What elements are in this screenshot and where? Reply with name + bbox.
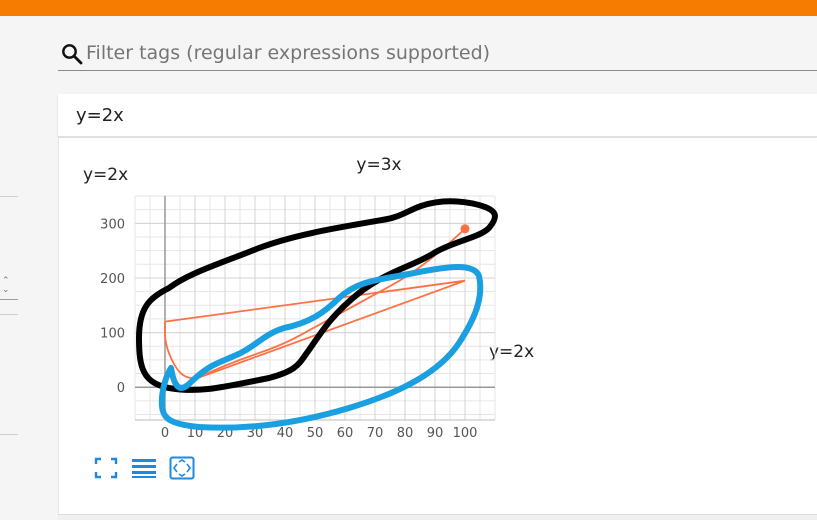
black-ink-loop	[136, 198, 498, 393]
y-tick-label: 200	[100, 272, 125, 287]
card-header[interactable]: y=2x	[58, 94, 817, 137]
search-input[interactable]	[86, 40, 786, 66]
x-tick-label: 60	[337, 426, 354, 441]
app-header-bar	[0, 0, 817, 16]
card-title: y=2x	[76, 105, 124, 126]
series-line-raw	[164, 279, 466, 380]
chart-tag-label: y=2x	[83, 165, 129, 185]
chevron-up-icon[interactable]: ⌃	[2, 275, 10, 285]
series-line-smoothed	[164, 228, 466, 379]
y-tick-label: 0	[117, 381, 125, 396]
tag-filter-search[interactable]	[58, 36, 817, 71]
chart-annotation: y=2x	[489, 342, 535, 362]
fit-domain-icon[interactable]	[169, 456, 195, 480]
left-sidebar: ⌃ ⌄	[0, 16, 18, 519]
x-tick-label: 100	[453, 426, 478, 441]
data-table-icon[interactable]	[131, 456, 157, 480]
blue-ink-loop	[158, 264, 484, 431]
x-tick-label: 90	[427, 426, 444, 441]
y-tick-label: 300	[100, 217, 125, 232]
sidebar-divider	[0, 314, 18, 315]
sidebar-stepper[interactable]: ⌃ ⌄	[0, 273, 18, 300]
chevron-down-icon[interactable]: ⌄	[2, 284, 10, 294]
chart-title: y=3x	[356, 155, 402, 175]
y-tick-label: 100	[100, 327, 125, 342]
chart-card: y=3x y=2x y=2x 0 10 20 30 40 50 60 70 80 90 100 0 10…	[58, 138, 817, 514]
chart-series	[164, 224, 470, 380]
x-tick-label: 40	[277, 426, 294, 441]
fullscreen-icon[interactable]	[93, 456, 119, 480]
x-tick-label: 70	[367, 426, 384, 441]
x-tick-label: 80	[397, 426, 414, 441]
series-endpoint-dot	[460, 224, 470, 234]
handwritten-annotations	[136, 198, 498, 431]
x-tick-label: 50	[307, 426, 324, 441]
x-tick-label: 0	[161, 426, 169, 441]
next-card-edge	[58, 514, 817, 520]
sidebar-divider	[0, 196, 18, 197]
search-icon	[62, 44, 83, 65]
x-tick-label: 30	[247, 426, 264, 441]
sidebar-divider	[0, 434, 18, 435]
